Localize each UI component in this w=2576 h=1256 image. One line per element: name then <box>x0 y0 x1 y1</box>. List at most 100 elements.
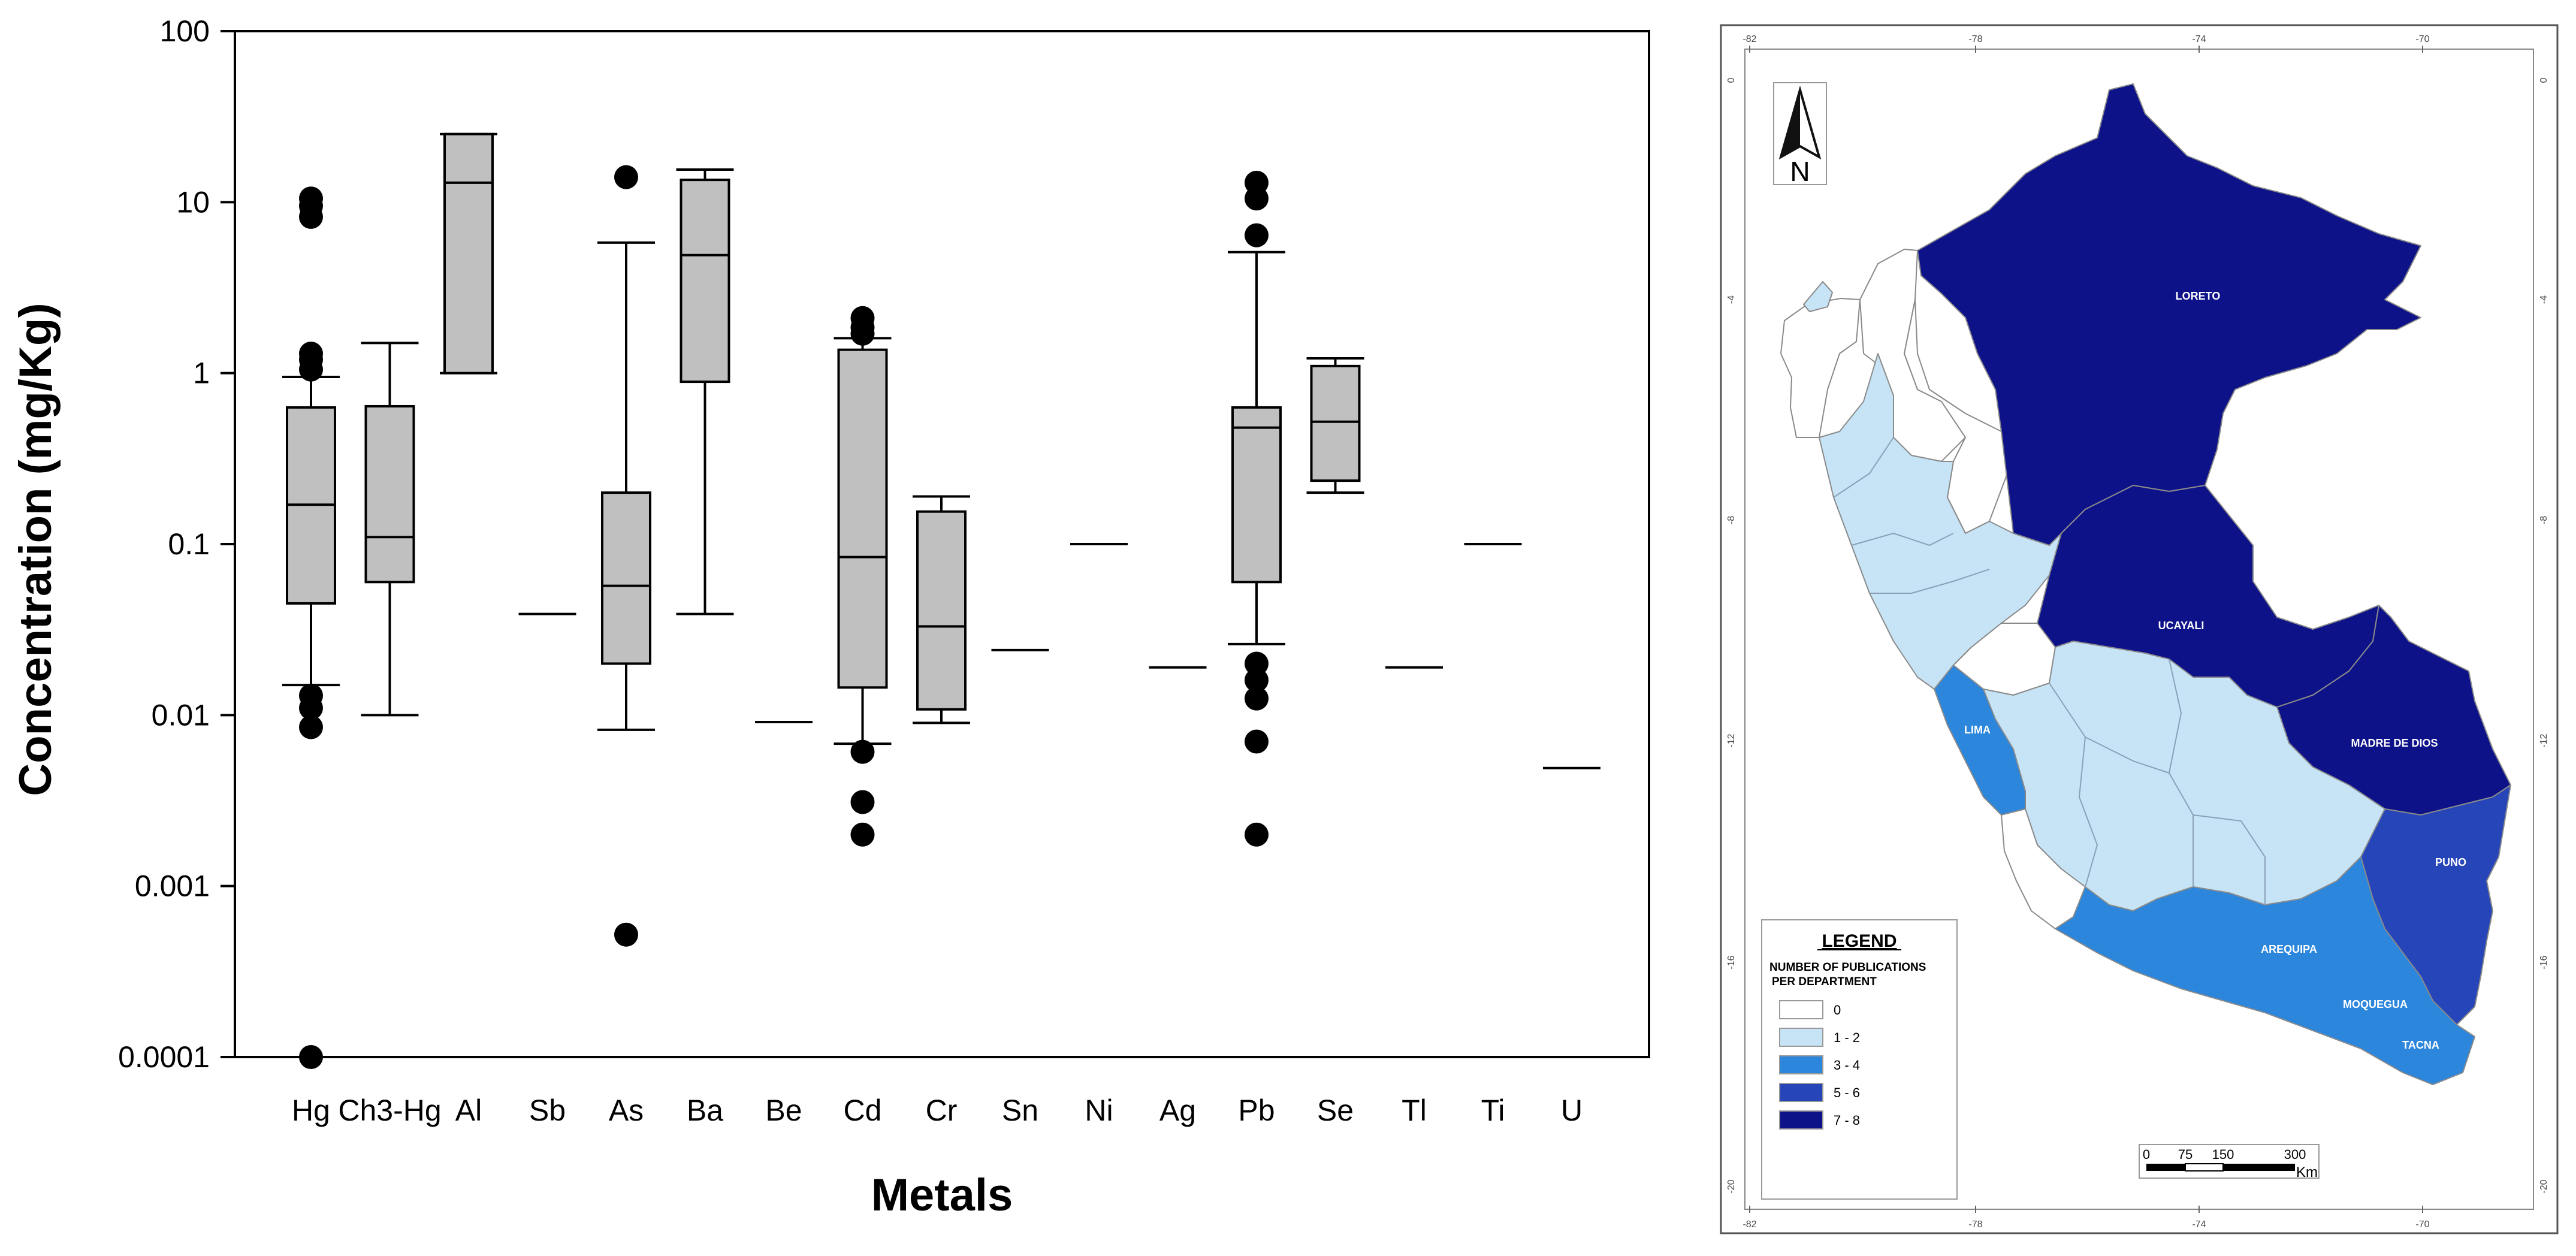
x-tick-label: U <box>1561 1094 1583 1127</box>
region-piura <box>1780 298 1861 438</box>
outlier-point <box>299 715 323 739</box>
lon-label-top-0: -82 <box>1743 34 1756 44</box>
outlier-point <box>614 922 638 947</box>
y-tick-label: 0.1 <box>168 527 210 561</box>
x-tick-label: Tl <box>1402 1094 1427 1127</box>
y-tick-label: 1 <box>193 357 210 390</box>
x-tick-label: Pb <box>1238 1094 1275 1127</box>
outlier-point <box>1245 223 1269 247</box>
outlier-point <box>850 739 875 764</box>
outlier-point <box>1245 822 1269 847</box>
x-tick-label: Al <box>455 1094 482 1127</box>
x-tick-label: Sb <box>529 1094 566 1127</box>
boxplot-chart: 100 10 1 0.1 0.01 0.001 0.0001 Hg Ch3-Hg Al Sb As Ba… <box>10 14 1650 1221</box>
x-tick-label: Ag <box>1159 1094 1196 1127</box>
region-label-tacna: TACNA <box>2402 1039 2439 1051</box>
y-tick-label: 0.0001 <box>118 1040 210 1074</box>
lat-label-left-4: -16 <box>1726 955 1737 969</box>
x-tick-label: Cr <box>926 1094 958 1127</box>
map-legend: LEGEND NUMBER OF PUBLICATIONS PER DEPART… <box>1761 919 1958 1200</box>
lat-label-left-1: -4 <box>1726 295 1737 304</box>
lat-label-left-5: -20 <box>1726 1179 1737 1193</box>
north-arrow: N <box>1773 82 1827 187</box>
lat-label-right-3: -12 <box>2539 733 2549 747</box>
legend-label: 0 <box>1834 1003 1841 1018</box>
legend-label: 3 - 4 <box>1834 1058 1860 1073</box>
scale-unit: Km <box>2296 1164 2318 1180</box>
outlier-point <box>299 696 323 720</box>
iqr-box <box>1231 406 1282 584</box>
x-tick-label: Ch3-Hg <box>338 1094 441 1127</box>
north-label: N <box>1790 156 1810 187</box>
legend-label: 5 - 6 <box>1834 1085 1860 1100</box>
lon-label-bottom-3: -70 <box>2415 1219 2429 1230</box>
lon-label-bottom-0: -82 <box>1743 1219 1756 1230</box>
outlier-point <box>1245 668 1269 693</box>
lat-label-left-3: -12 <box>1726 733 1737 747</box>
lat-label-right-1: -4 <box>2539 295 2549 304</box>
iqr-box <box>443 132 494 375</box>
lon-label-bottom-1: -78 <box>1968 1219 1982 1230</box>
x-tick-label: Ti <box>1481 1094 1505 1127</box>
legend-swatch <box>1779 1110 1823 1130</box>
peru-publication-map: -82 -78 -74 -70 -82 -78 -74 -70 0 -4 -8 … <box>1714 18 2565 1240</box>
outlier-point <box>1245 186 1269 211</box>
outlier-point <box>299 204 323 229</box>
x-axis-title: Metals <box>871 1170 1013 1221</box>
x-tick-label: Sn <box>1002 1094 1038 1127</box>
y-tick-label: 10 <box>176 185 210 219</box>
legend-label: 1 - 2 <box>1834 1030 1860 1045</box>
lon-label-top-1: -78 <box>1968 34 1982 44</box>
lat-label-right-0: 0 <box>2539 77 2549 83</box>
outlier-point <box>850 822 875 847</box>
outlier-point <box>299 1045 323 1069</box>
scale-tick-1: 75 <box>2178 1147 2193 1162</box>
legend-subtitle-1: NUMBER OF PUBLICATIONS <box>1769 961 1926 974</box>
region-label-ucayali: UCAYALI <box>2158 620 2204 632</box>
outlier-point <box>1245 651 1269 676</box>
iqr-box <box>916 510 967 711</box>
region-label-moquegua: MOQUEGUA <box>2343 998 2408 1010</box>
x-tick-label: Ba <box>687 1094 723 1127</box>
iqr-box <box>601 491 651 665</box>
outlier-point <box>850 790 875 814</box>
lat-label-left-2: -8 <box>1726 516 1737 524</box>
region-label-puno: PUNO <box>2435 856 2466 868</box>
lat-label-left-0: 0 <box>1726 77 1737 83</box>
outlier-point <box>614 165 638 189</box>
x-tick-label: Cd <box>844 1094 882 1127</box>
map-inner-frame <box>1744 49 2534 1210</box>
outlier-point <box>1245 686 1269 711</box>
region-label-loreto: LORETO <box>2176 290 2221 302</box>
y-tick-label: 0.01 <box>152 698 210 732</box>
legend-swatch <box>1779 1028 1823 1047</box>
legend-swatch <box>1779 1000 1823 1019</box>
x-tick-label: As <box>609 1094 644 1127</box>
iqr-box <box>364 404 415 584</box>
x-tick-label: Hg <box>292 1094 330 1127</box>
iqr-box <box>680 179 730 384</box>
region-label-lima: LIMA <box>1964 724 1991 736</box>
outlier-point <box>299 357 323 382</box>
legend-subtitle-2: PER DEPARTMENT <box>1772 976 1877 988</box>
x-tick-label: Ni <box>1085 1094 1113 1127</box>
lon-label-top-3: -70 <box>2415 34 2429 44</box>
x-tick-label: Be <box>765 1094 802 1127</box>
lat-label-right-5: -20 <box>2539 1179 2549 1193</box>
scale-tick-3: 300 <box>2284 1147 2306 1162</box>
region-arequipa <box>2055 856 2475 1085</box>
region-tumbes <box>1803 281 1833 312</box>
iqr-box <box>1310 364 1361 482</box>
region-label-arequipa: AREQUIPA <box>2261 943 2317 955</box>
outlier-point <box>1245 729 1269 754</box>
map-svg: -82 -78 -74 -70 -82 -78 -74 -70 0 -4 -8 … <box>1720 24 2559 1234</box>
scale-tick-0: 0 <box>2143 1147 2150 1162</box>
legend-swatch <box>1779 1055 1823 1074</box>
y-tick-label: 100 <box>160 14 210 48</box>
scale-tick-2: 150 <box>2212 1147 2234 1162</box>
x-tick-label: Se <box>1317 1094 1354 1127</box>
y-axis-title: Concentration (mg/Kg) <box>10 303 61 796</box>
region-loreto <box>1917 83 2421 546</box>
lon-label-bottom-2: -74 <box>2192 1219 2206 1230</box>
outlier-point <box>850 321 875 346</box>
